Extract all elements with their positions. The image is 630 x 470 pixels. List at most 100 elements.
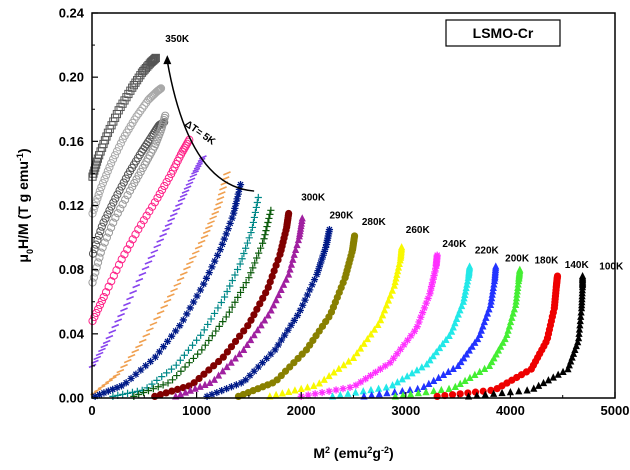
data-point xyxy=(488,357,496,366)
temperature-label: 280K xyxy=(362,217,387,228)
data-point xyxy=(576,321,584,329)
data-point xyxy=(191,384,199,392)
data-point xyxy=(301,296,309,304)
data-point xyxy=(231,271,239,279)
data-point xyxy=(240,327,248,335)
data-point xyxy=(88,249,98,258)
data-point xyxy=(429,275,437,283)
data-point xyxy=(98,347,106,353)
x-tick-label: 2000 xyxy=(287,403,316,418)
data-point xyxy=(375,390,383,398)
data-point xyxy=(403,372,411,380)
data-point xyxy=(388,381,397,389)
data-point xyxy=(211,210,220,216)
data-point xyxy=(498,388,506,397)
data-point xyxy=(340,361,348,369)
data-point xyxy=(108,329,117,334)
legend-box xyxy=(445,19,561,47)
data-point xyxy=(485,305,493,313)
data-point xyxy=(221,176,230,181)
data-point xyxy=(317,259,325,267)
data-series xyxy=(88,111,170,287)
data-point xyxy=(232,381,240,389)
data-point xyxy=(414,384,422,393)
data-series xyxy=(130,206,275,400)
data-point xyxy=(207,220,215,225)
data-point xyxy=(393,378,402,386)
data-point xyxy=(95,351,104,357)
data-point xyxy=(445,384,453,393)
data-point xyxy=(344,389,352,397)
data-point xyxy=(200,370,208,378)
data-point xyxy=(255,249,263,257)
data-point xyxy=(222,385,231,393)
data-point xyxy=(476,330,484,339)
data-point xyxy=(310,381,318,390)
data-point xyxy=(501,334,509,343)
data-point xyxy=(391,388,399,396)
data-point xyxy=(282,275,290,283)
data-series xyxy=(172,214,306,400)
data-point xyxy=(448,327,456,335)
data-point xyxy=(230,209,238,217)
data-point xyxy=(93,236,102,245)
data-point xyxy=(99,292,108,302)
data-point xyxy=(181,363,189,371)
data-point xyxy=(564,365,572,373)
data-point xyxy=(430,376,438,384)
data-series xyxy=(297,251,441,400)
data-point xyxy=(193,165,202,170)
data-point xyxy=(384,296,393,304)
data-point xyxy=(414,389,422,397)
data-point xyxy=(179,271,188,276)
data-point xyxy=(236,181,245,189)
x-tick-label: 0 xyxy=(88,403,95,418)
data-point xyxy=(214,304,222,312)
data-point xyxy=(192,167,201,173)
data-point xyxy=(196,286,205,294)
data-point xyxy=(200,234,209,239)
data-point xyxy=(243,340,251,349)
data-point xyxy=(217,191,226,196)
data-point xyxy=(206,378,214,387)
data-point xyxy=(339,385,347,393)
data-point xyxy=(219,367,227,375)
data-point xyxy=(112,147,122,156)
data-point xyxy=(213,205,222,211)
data-point xyxy=(246,371,254,380)
data-point xyxy=(92,157,102,166)
data-point xyxy=(112,266,121,275)
data-point xyxy=(249,264,257,272)
data-point xyxy=(102,171,111,180)
data-point xyxy=(314,267,322,275)
data-point xyxy=(155,348,164,356)
data-point xyxy=(240,249,248,258)
data-point xyxy=(291,386,299,394)
data-point xyxy=(231,337,240,346)
data-point xyxy=(267,306,275,314)
data-point xyxy=(574,334,583,342)
data-point xyxy=(398,243,406,251)
data-point xyxy=(159,343,168,351)
data-point xyxy=(163,369,171,377)
temperature-label: 290K xyxy=(329,210,354,221)
data-point xyxy=(155,189,164,199)
data-point xyxy=(215,322,223,330)
data-point xyxy=(240,345,248,353)
data-point xyxy=(319,251,327,259)
data-point xyxy=(247,269,255,277)
data-point xyxy=(153,243,162,249)
data-point xyxy=(135,390,143,399)
data-point xyxy=(318,388,326,397)
data-point xyxy=(575,329,583,337)
data-point xyxy=(238,255,246,263)
data-point xyxy=(213,388,221,397)
data-point xyxy=(544,376,553,384)
plot-frame xyxy=(91,12,616,399)
data-point xyxy=(111,323,120,329)
data-point xyxy=(112,372,121,378)
data-point xyxy=(98,243,107,252)
data-point xyxy=(164,379,172,387)
data-point xyxy=(167,365,176,373)
data-point xyxy=(315,263,323,271)
